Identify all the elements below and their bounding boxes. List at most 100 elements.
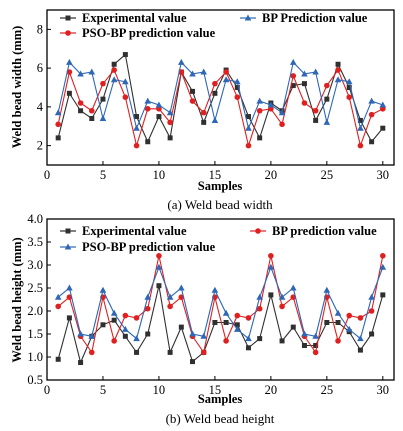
data-point-a-0 (212, 90, 218, 96)
x-axis-label-a: Samples (198, 179, 243, 193)
data-point-b-1 (268, 253, 274, 259)
data-point-b-1 (122, 312, 129, 319)
data-point-a-1 (245, 142, 252, 149)
data-point-b-0 (335, 320, 341, 325)
data-point-a-2 (211, 116, 219, 123)
data-point-a-1 (279, 121, 285, 128)
data-point-b-2 (357, 335, 364, 342)
data-point-b-1 (88, 349, 95, 356)
data-point-b-0 (167, 349, 173, 355)
data-point-b-0 (369, 331, 375, 337)
caption-b: (b) Weld bead height (166, 411, 275, 426)
legend-marker-b-0 (65, 228, 71, 234)
data-point-b-0 (234, 322, 240, 328)
data-point-b-1 (245, 315, 252, 321)
data-point-b-1 (223, 338, 229, 344)
data-point-b-2 (110, 309, 118, 316)
data-point-b-0 (66, 315, 72, 321)
y-tick-label-b: 0.5 (27, 373, 43, 387)
data-point-b-0 (380, 292, 386, 298)
data-point-a-2 (345, 78, 353, 85)
data-point-b-2 (222, 309, 230, 316)
x-tick-label-b: 15 (209, 383, 222, 397)
data-point-b-2 (144, 293, 152, 300)
data-point-a-0 (245, 114, 251, 120)
data-point-a-2 (245, 124, 252, 131)
legend-marker-b-1 (255, 228, 261, 234)
plot-frame-b (46, 218, 395, 381)
data-point-a-0 (190, 88, 196, 94)
data-point-a-0 (335, 61, 341, 67)
data-point-b-0 (145, 331, 151, 337)
data-point-a-0 (234, 85, 240, 90)
legend-label-b-1: BP prediction value (272, 224, 377, 238)
y-axis-label-a: Weld bead width (mm) (10, 26, 24, 149)
y-tick-label-b: 3.0 (27, 258, 43, 272)
data-point-a-1 (133, 142, 140, 149)
data-point-b-0 (178, 324, 184, 330)
data-point-b-2 (323, 286, 331, 293)
data-point-a-2 (334, 76, 342, 83)
data-point-b-0 (100, 322, 106, 328)
data-point-b-0 (257, 336, 263, 342)
data-point-b-2 (200, 332, 208, 339)
y-tick-label-b: 4.0 (27, 212, 43, 226)
data-point-a-0 (380, 125, 386, 131)
data-point-a-1 (77, 100, 84, 106)
data-point-a-2 (312, 68, 319, 75)
data-point-a-2 (166, 109, 174, 116)
data-point-a-1 (357, 142, 364, 149)
data-point-a-0 (100, 96, 106, 102)
y-tick-label-a: 8 (37, 22, 43, 36)
data-point-a-1 (55, 121, 61, 128)
data-point-b-2 (178, 284, 185, 291)
data-point-b-2 (122, 325, 129, 332)
x-tick-label-a: 25 (321, 168, 334, 182)
data-point-b-2 (166, 293, 174, 300)
legend-label-a-1: PSO-BP prediction value (82, 26, 216, 40)
legend-label-b-2: PSO-BP prediction value (82, 240, 216, 254)
data-point-b-1 (279, 303, 285, 310)
data-point-b-0 (190, 359, 196, 365)
data-point-b-0 (324, 320, 330, 325)
data-point-a-1 (324, 82, 330, 89)
data-point-a-0 (167, 135, 173, 141)
data-point-b-0 (290, 324, 296, 330)
data-point-b-0 (78, 360, 84, 366)
x-tick-label-b: 5 (100, 383, 106, 397)
x-tick-label-b: 25 (321, 383, 334, 397)
y-tick-label-a: 4 (37, 100, 44, 114)
legend-label-b-0: Experimental value (82, 224, 187, 238)
data-point-b-2 (189, 330, 196, 337)
data-point-b-2 (211, 286, 219, 293)
data-point-a-0 (201, 119, 207, 125)
data-point-b-1 (200, 349, 207, 356)
panel-weld-bead-width: Weld bead width (mm) Samples (a) Weld be… (10, 9, 395, 212)
data-point-a-0 (369, 139, 375, 145)
data-point-b-0 (111, 317, 117, 323)
data-point-b-1 (144, 305, 151, 312)
data-point-b-2 (88, 332, 96, 339)
data-point-a-2 (189, 70, 196, 77)
data-point-b-1 (335, 338, 341, 344)
data-point-a-2 (122, 78, 129, 85)
data-point-a-0 (301, 81, 307, 87)
data-point-a-0 (357, 117, 363, 123)
data-point-a-2 (200, 68, 208, 75)
data-point-a-2 (301, 70, 308, 77)
legend-entry-a-2: BP Prediction value (240, 11, 368, 25)
data-point-b-0 (357, 347, 363, 353)
data-point-a-0 (346, 85, 352, 90)
data-point-a-2 (368, 97, 375, 104)
series-a-2 (54, 58, 387, 131)
data-point-b-1 (156, 253, 162, 259)
x-tick-label-b: 0 (44, 383, 50, 397)
data-point-b-0 (268, 292, 274, 298)
series-a-1 (55, 67, 386, 149)
data-point-a-0 (111, 61, 117, 67)
data-point-a-2 (357, 124, 364, 131)
data-point-a-1 (223, 69, 229, 75)
y-tick-label-b: 2.5 (27, 281, 43, 295)
data-point-b-0 (279, 338, 285, 344)
data-point-b-2 (77, 330, 84, 337)
